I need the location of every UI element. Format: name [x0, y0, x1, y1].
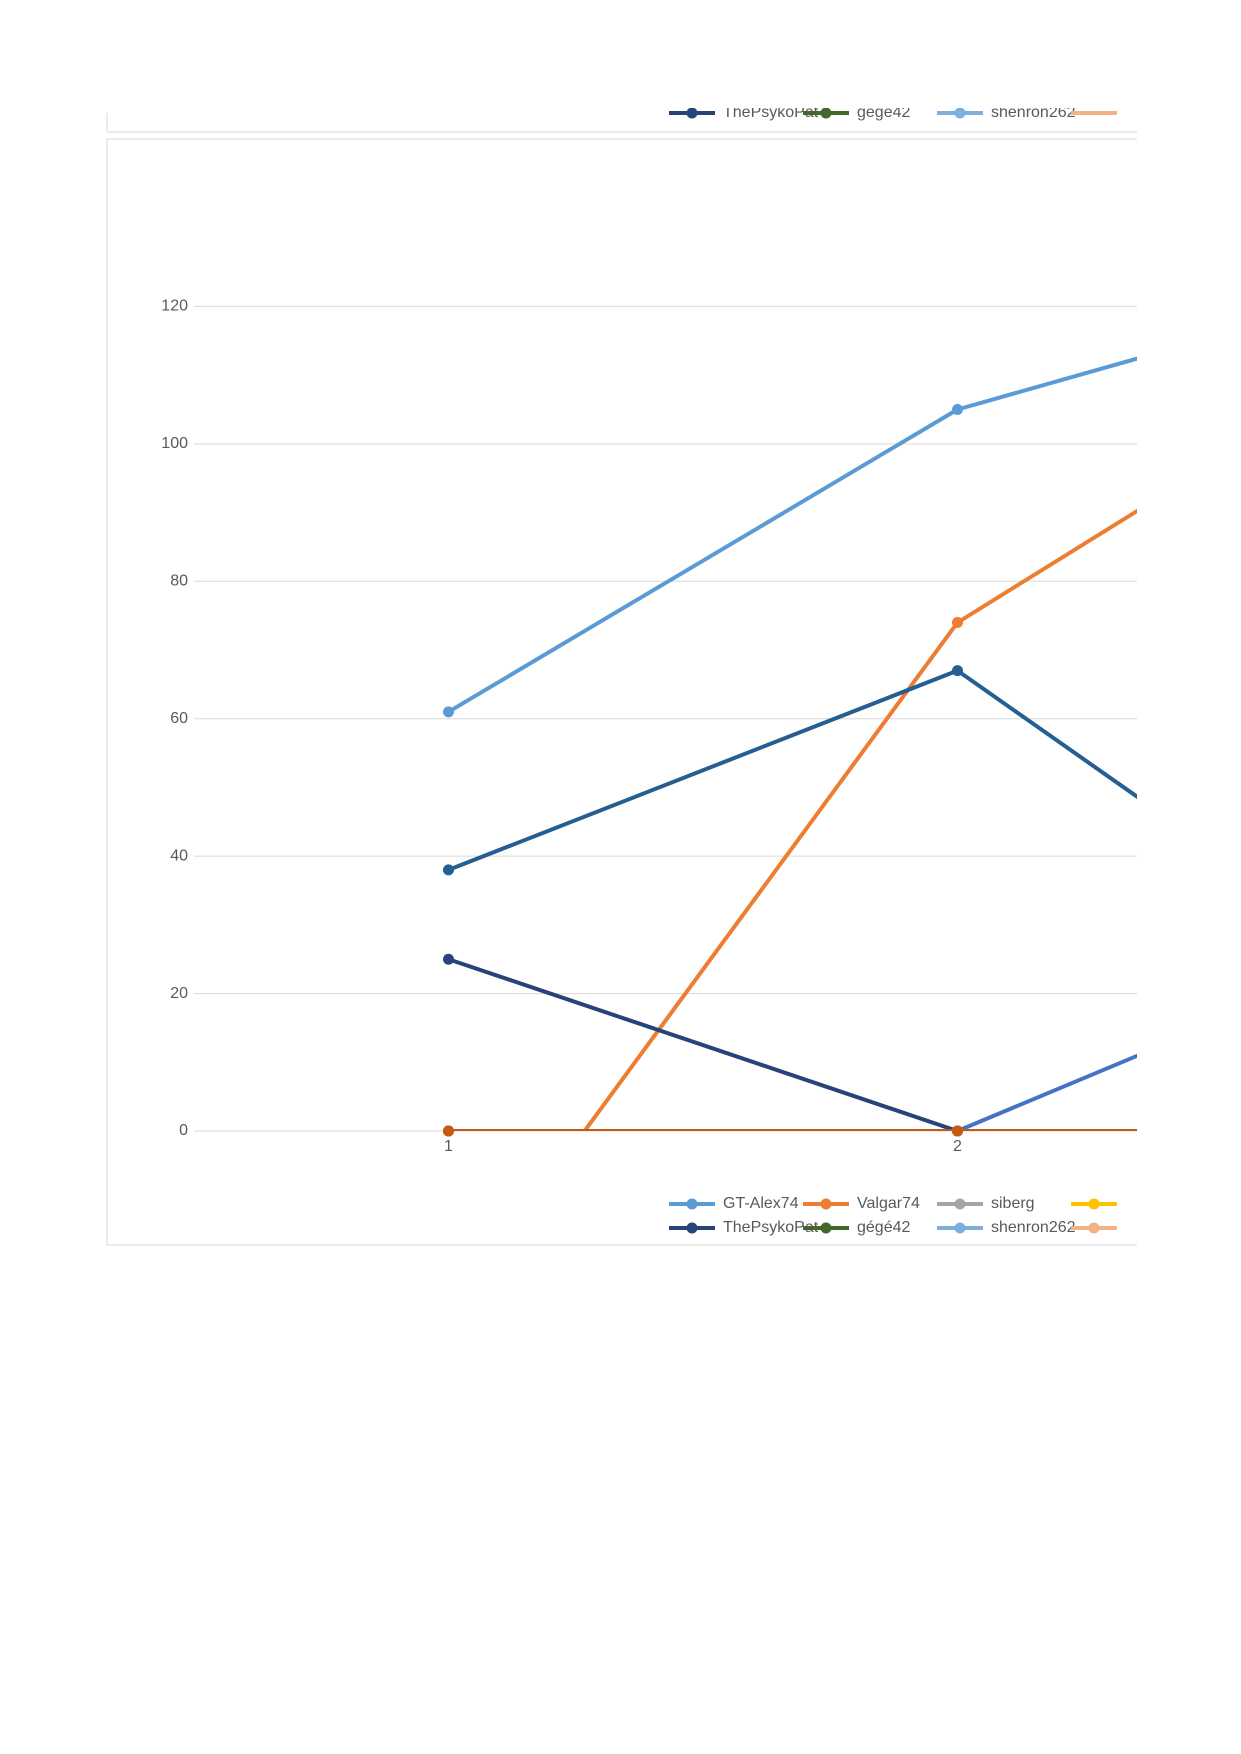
legend-marker: [1088, 1198, 1100, 1210]
legend-marker: [686, 108, 698, 119]
data-point: [952, 1125, 963, 1137]
legend-marker: [1223, 1199, 1234, 1210]
data-point: [443, 864, 454, 876]
chart-frame: [106, 138, 1137, 1246]
legend-label: shenron262: [991, 104, 1076, 121]
legend-label: ThePsykoPat: [723, 104, 819, 121]
legend-marker: [954, 1222, 966, 1234]
legend-marker: [820, 1222, 832, 1234]
legend-label: Valgar74: [857, 1195, 920, 1212]
legend-marker: [686, 1222, 698, 1234]
legend-marker: [686, 1198, 698, 1210]
x-tick-label: 2: [953, 1138, 962, 1155]
legend-label: ThePsykoPat: [723, 1219, 819, 1236]
legend: GT-Alex74 Valgar74 siberg ThePsykoPat gégé42…: [669, 1195, 1234, 1236]
y-tick-label: 20: [170, 985, 188, 1002]
legend-marker: [820, 108, 832, 119]
plot-markers: [443, 404, 963, 1322]
data-point: [443, 1311, 454, 1322]
grid: 0 20 40 60 80 100 120 1 2: [161, 298, 1137, 1155]
data-point: [443, 706, 454, 718]
legend-label: shenron262: [991, 1219, 1076, 1236]
y-tick-label: 80: [170, 573, 188, 590]
legend-marker: [1223, 1223, 1234, 1234]
y-tick-label: 40: [170, 847, 188, 864]
y-tick-label: 100: [161, 435, 188, 452]
legend-label: siberg: [991, 1195, 1035, 1212]
series-line: [447, 957, 1137, 1131]
legend-marker: [954, 108, 966, 119]
data-point: [952, 617, 963, 629]
data-point: [952, 665, 963, 677]
legend-marker: [1088, 1222, 1100, 1234]
data-point: [443, 1125, 454, 1137]
visible-area: ThePsykoPat gégé42 shenron262 0 20 40 60 80 100…: [106, 104, 1234, 1322]
data-point: [443, 953, 454, 965]
y-tick-label: 0: [179, 1122, 188, 1139]
y-tick-label: 60: [170, 710, 188, 727]
legend-label: GT-Alex74: [723, 1195, 799, 1212]
legend-marker: [954, 1198, 966, 1210]
legend-label: gégé42: [857, 104, 910, 121]
y-tick-label: 120: [161, 298, 188, 315]
legend-marker: [820, 1198, 832, 1210]
fragment-legend: ThePsykoPat gégé42 shenron262: [669, 104, 1117, 121]
data-point: [952, 404, 963, 415]
x-tick-label: 1: [444, 1138, 453, 1155]
legend-label: gégé42: [857, 1219, 910, 1236]
